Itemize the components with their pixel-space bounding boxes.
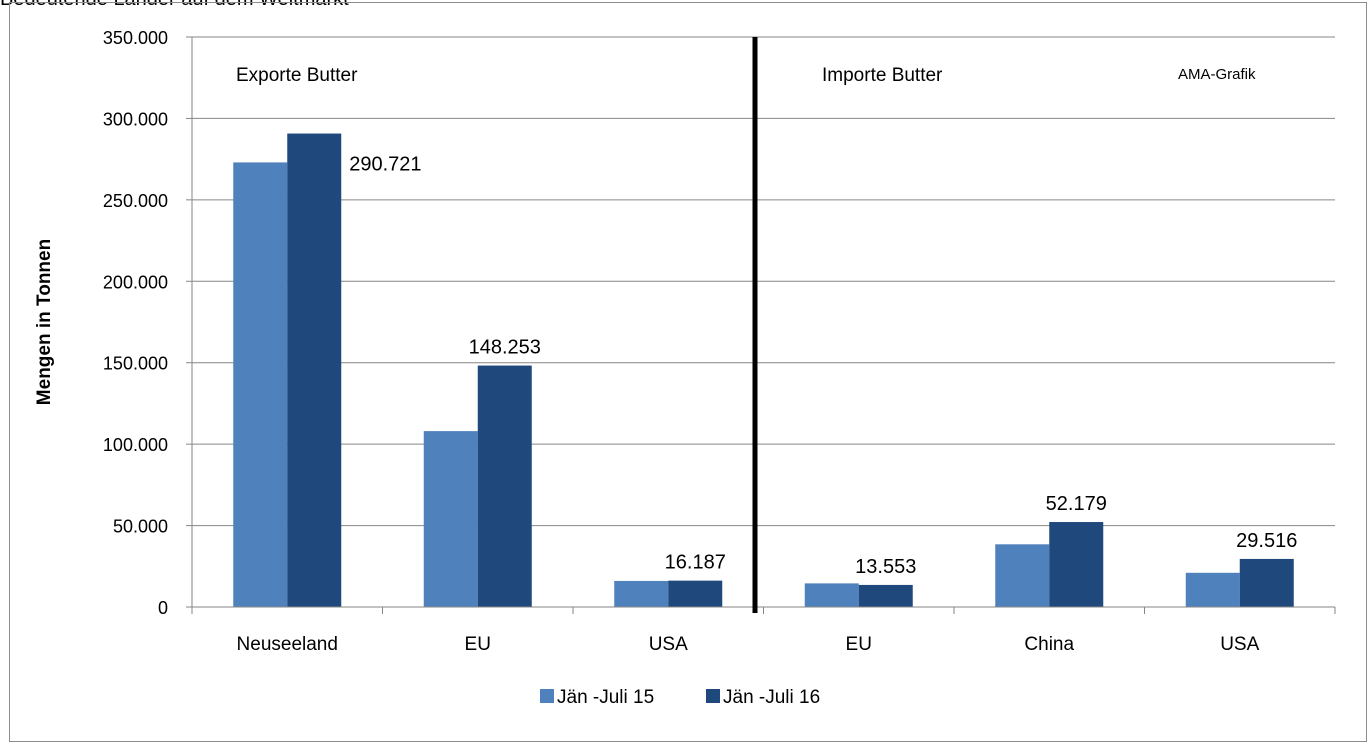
- bar: [1185, 572, 1240, 607]
- credit-label: AMA-Grafik: [1178, 66, 1256, 83]
- data-labels: 290.721 148.253 16.187 13.553 52.179 29.516: [349, 154, 1297, 578]
- bar: [995, 544, 1050, 607]
- bar: [1049, 522, 1104, 607]
- y-tick-label: 350.000: [103, 28, 168, 48]
- y-tick-label: 300.000: [103, 109, 168, 129]
- data-label: 52.179: [1046, 493, 1107, 515]
- bar: [287, 133, 342, 607]
- bar: [804, 583, 859, 607]
- gridlines: [192, 36, 1335, 527]
- data-label: 148.253: [469, 337, 541, 359]
- x-tick-label: EU: [465, 634, 491, 655]
- legend-swatch: [706, 689, 720, 703]
- y-axis: 0 50.000 100.000 150.000 200.000 250.000 300.0…: [103, 28, 193, 618]
- y-tick-label: 250.000: [103, 191, 168, 211]
- bar: [233, 162, 288, 607]
- bar: [1239, 558, 1294, 607]
- bar: [858, 584, 913, 607]
- panel-label-exports: Exporte Butter: [236, 65, 358, 86]
- y-tick-label: 0: [158, 598, 168, 618]
- legend-label: Jän -Juli 15: [557, 687, 654, 708]
- x-tick-label: Neuseeland: [237, 634, 338, 655]
- data-label: 13.553: [855, 556, 916, 578]
- chart-title: Bedeutende Länder auf dem Weltmarkt: [0, 0, 349, 11]
- legend-swatch: [540, 689, 554, 703]
- legend: Jän -Juli 15 Jän -Juli 16: [540, 687, 820, 708]
- x-tick-label: EU: [846, 634, 872, 655]
- data-label: 290.721: [349, 154, 421, 176]
- y-tick-label: 100.000: [103, 435, 168, 455]
- y-axis-title: Mengen in Tonnen: [34, 239, 55, 405]
- x-tick-label: USA: [649, 634, 688, 655]
- bar: [423, 431, 478, 607]
- y-tick-label: 200.000: [103, 272, 168, 292]
- x-tick-label: USA: [1220, 634, 1259, 655]
- y-tick-label: 150.000: [103, 354, 168, 374]
- bar: [668, 580, 723, 607]
- bar: [477, 365, 532, 607]
- legend-label: Jän -Juli 16: [723, 687, 820, 708]
- y-tick-label: 50.000: [113, 517, 168, 537]
- bars: [233, 133, 1294, 607]
- bar: [614, 580, 669, 607]
- data-label: 16.187: [665, 552, 726, 574]
- panel-label-imports: Importe Butter: [822, 65, 943, 86]
- data-label: 29.516: [1236, 530, 1297, 552]
- x-axis: Neuseeland EU USA EU China USA: [191, 606, 1336, 655]
- x-tick-label: China: [1024, 634, 1074, 655]
